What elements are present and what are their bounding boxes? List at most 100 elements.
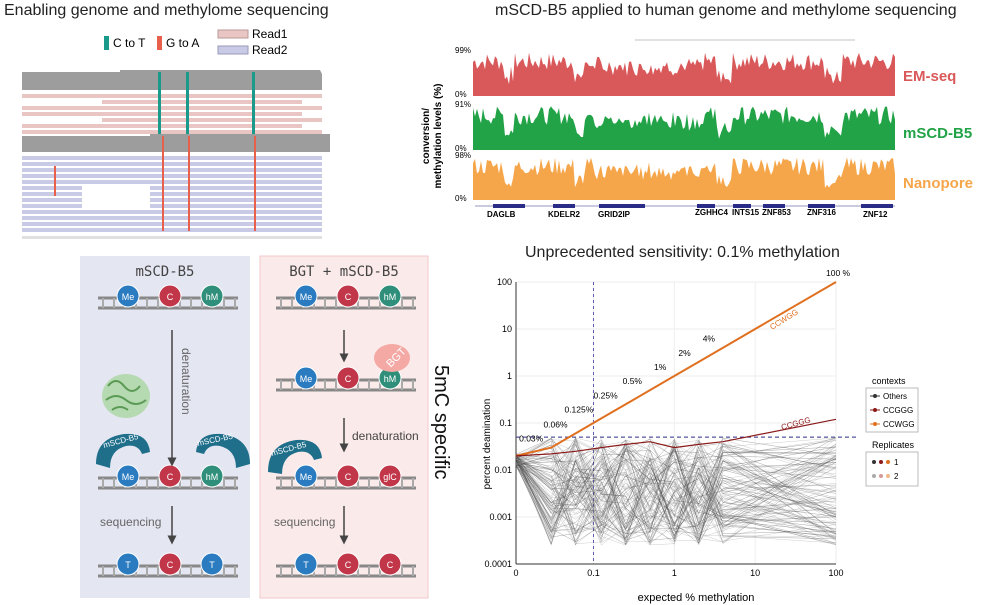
track-emseq-min: 0% [455,90,467,99]
nucleotide-hm [378,284,402,308]
gene-block [861,204,893,208]
point-label: 0.25% [594,390,619,400]
nucleotide-me [116,464,140,488]
context-series-lines [515,281,837,457]
track-ylabel-line2: methylation levels (%) [433,83,444,188]
gene-znf316: ZNF316 [807,208,836,217]
chart-xlabel: expected % methylation [638,592,755,604]
nucleotide-label: C [387,560,394,570]
nucleotide-c [158,284,182,308]
others-line [515,454,837,520]
point-label: 2% [678,348,691,358]
read1-bar [22,112,302,116]
others-line [515,454,837,509]
left-box [80,256,250,598]
nucleotide-me [294,284,318,308]
mismatch-marks [54,72,256,231]
others-line [515,450,837,543]
gene-block [733,204,751,208]
nucleotide-c [378,552,402,576]
others-line [515,438,837,515]
legend-replicate-1: 1 [872,458,899,467]
track-mscd-max: 91% [455,100,471,109]
gene-kdelr2: KDELR2 [548,210,581,219]
read1-group [22,94,322,134]
others-line [515,438,837,525]
others-line [515,448,837,542]
enzyme-right [268,439,322,474]
legend-replicate-1-label: 1 [894,458,899,467]
legend-read1: Read1 [252,27,288,41]
others-line [515,438,837,544]
enzyme-left-2 [196,433,250,468]
read2-bar [22,162,322,166]
read2-bar [22,204,82,208]
read1-bar [22,124,302,128]
nucleotide-label: Me [122,292,135,302]
chart-axes: 0.0001 0.001 0.01 0.1 1 10 100 0 0.1 1 10 100 [484,277,856,578]
enzyme-left-1 [96,433,150,468]
g-to-a-mark [162,136,164,231]
others-line [515,441,837,540]
g-to-a-mark [254,136,256,231]
nucleotide-label: C [167,472,174,482]
nucleotide-label: C [345,472,352,482]
ytick-label: 100 [497,277,512,287]
point-label: 0.125% [564,404,593,414]
coverage-track-1 [22,70,322,90]
chart-legend: contexts Others CCGGG CCWGG Replicates 1… [865,376,919,487]
legend-others: Others [870,392,907,401]
others-line [515,441,837,543]
ytick-label: 0.1 [499,418,512,428]
nucleotide-c [336,284,360,308]
others-line [515,437,837,530]
legend-replicate-2-label: 2 [894,472,899,481]
others-line [515,437,837,511]
read1-bar [22,130,322,134]
gene-annotation-track: DAGLB KDELR2 GRID2IP ZGHHC4 INTS15 ZNF85… [475,204,895,219]
others-line [515,437,837,540]
nucleotide-me [294,366,318,390]
gene-marks [493,204,893,208]
point-label: 1% [654,362,667,372]
ytick-label: 10 [502,324,512,334]
xtick-label: 0 [513,568,518,578]
gene-znf853: ZNF853 [762,208,791,217]
nucleotide-t [116,552,140,576]
side-label: 5mC specific [430,365,452,479]
read1-bar [102,100,302,104]
read2-bar [22,186,82,190]
read2-bar [22,198,82,202]
nucleotide-label: hM [384,374,397,384]
read2-bar [22,210,322,214]
point-label: 0.5% [623,376,643,386]
others-line [515,441,837,542]
nucleotide-label: Me [300,472,313,482]
others-line [515,445,837,541]
right-step-denaturation: denaturation [352,429,419,443]
c-to-t-swatch [104,36,109,50]
others-line [515,443,837,540]
nucleotide-label: Me [300,374,313,384]
others-line [515,438,837,508]
point-label: 4% [703,334,716,344]
legend-ccwgg: CCWGG [870,420,915,429]
nucleotide-label: T [209,560,215,570]
others-line [515,457,837,533]
others-line [515,439,837,509]
chart-ylabel: percent deamination [482,399,493,490]
c-to-t-mark [186,72,189,134]
g-to-a-mark [54,166,56,196]
track-signal [473,106,895,150]
read1-bar [22,106,322,110]
read2-bar [22,228,322,232]
gene-ints15: INTS15 [732,208,760,217]
c-to-t-mark [252,72,255,134]
nucleotide-label: C [345,560,352,570]
others-line [515,437,837,542]
others-line [515,454,837,541]
track-nanopore-min: 0% [455,194,467,203]
point-labels: 0.03%0.06%0.125%0.25%0.5%1%2%4%100 %CCWG… [519,268,850,444]
